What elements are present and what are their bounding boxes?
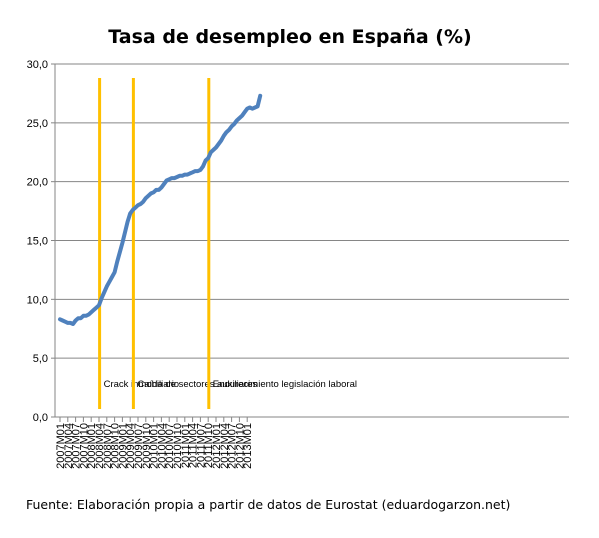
x-tick-label: 2010M04: [156, 423, 168, 469]
x-tick-label: 2012M04: [219, 423, 231, 469]
x-tick-label: 2012M10: [234, 423, 246, 469]
x-axis-ticks: 2007M012007M042007M072007M102008M012008M…: [55, 417, 254, 469]
x-tick-label: 2008M10: [110, 423, 122, 469]
event-marker-label: Caída de sectores auxiliares: [137, 379, 257, 390]
x-tick-label: 2009M07: [133, 423, 145, 469]
unemployment-series-line: [58, 93, 263, 326]
x-tick-label: 2010M07: [164, 423, 176, 469]
x-tick-label: 2007M07: [71, 423, 83, 469]
event-marker-label: Crack inmobiliario: [104, 379, 180, 390]
y-tick-label: 0,0: [33, 412, 48, 424]
y-tick-label: 10,0: [27, 294, 48, 306]
chart-title: Tasa de desempleo en España (%): [108, 26, 471, 48]
x-tick-label: 2011M01: [180, 423, 192, 468]
series-group: [58, 93, 263, 326]
x-tick-label: 2007M04: [63, 423, 75, 469]
x-tick-label: 2011M07: [195, 423, 207, 468]
y-tick-label: 25,0: [27, 118, 48, 130]
x-tick-label: 2009M04: [125, 423, 137, 469]
x-tick-label: 2007M01: [55, 423, 67, 469]
x-tick-label: 2009M01: [117, 423, 129, 469]
x-tick-label: 2013M01: [242, 423, 254, 469]
event-marker-label: Endurecimiento legislación laboral: [213, 379, 357, 390]
x-tick-label: 2008M07: [102, 423, 114, 469]
y-tick-label: 15,0: [27, 236, 48, 248]
x-tick-label: 2007M10: [78, 423, 90, 469]
x-tick-label: 2008M01: [86, 423, 98, 469]
x-tick-label: 2011M10: [203, 423, 215, 468]
gridlines: [55, 63, 569, 359]
y-axis-ticks: 0,0 5,0 10,0 15,0 20,0 25,0 30,0: [27, 59, 55, 424]
x-tick-label: 2012M01: [211, 423, 223, 469]
x-tick-label: 2008M04: [94, 423, 106, 469]
y-tick-label: 5,0: [33, 353, 48, 365]
x-tick-label: 2011M04: [188, 423, 200, 468]
x-tick-label: 2012M07: [227, 423, 239, 469]
source-note: Fuente: Elaboración propia a partir de d…: [26, 497, 511, 512]
y-tick-label: 20,0: [27, 177, 48, 189]
x-tick-label: 2009M10: [141, 423, 153, 469]
x-tick-label: 2010M01: [149, 423, 161, 469]
x-tick-label: 2010M10: [172, 423, 184, 469]
y-tick-label: 30,0: [27, 59, 48, 71]
